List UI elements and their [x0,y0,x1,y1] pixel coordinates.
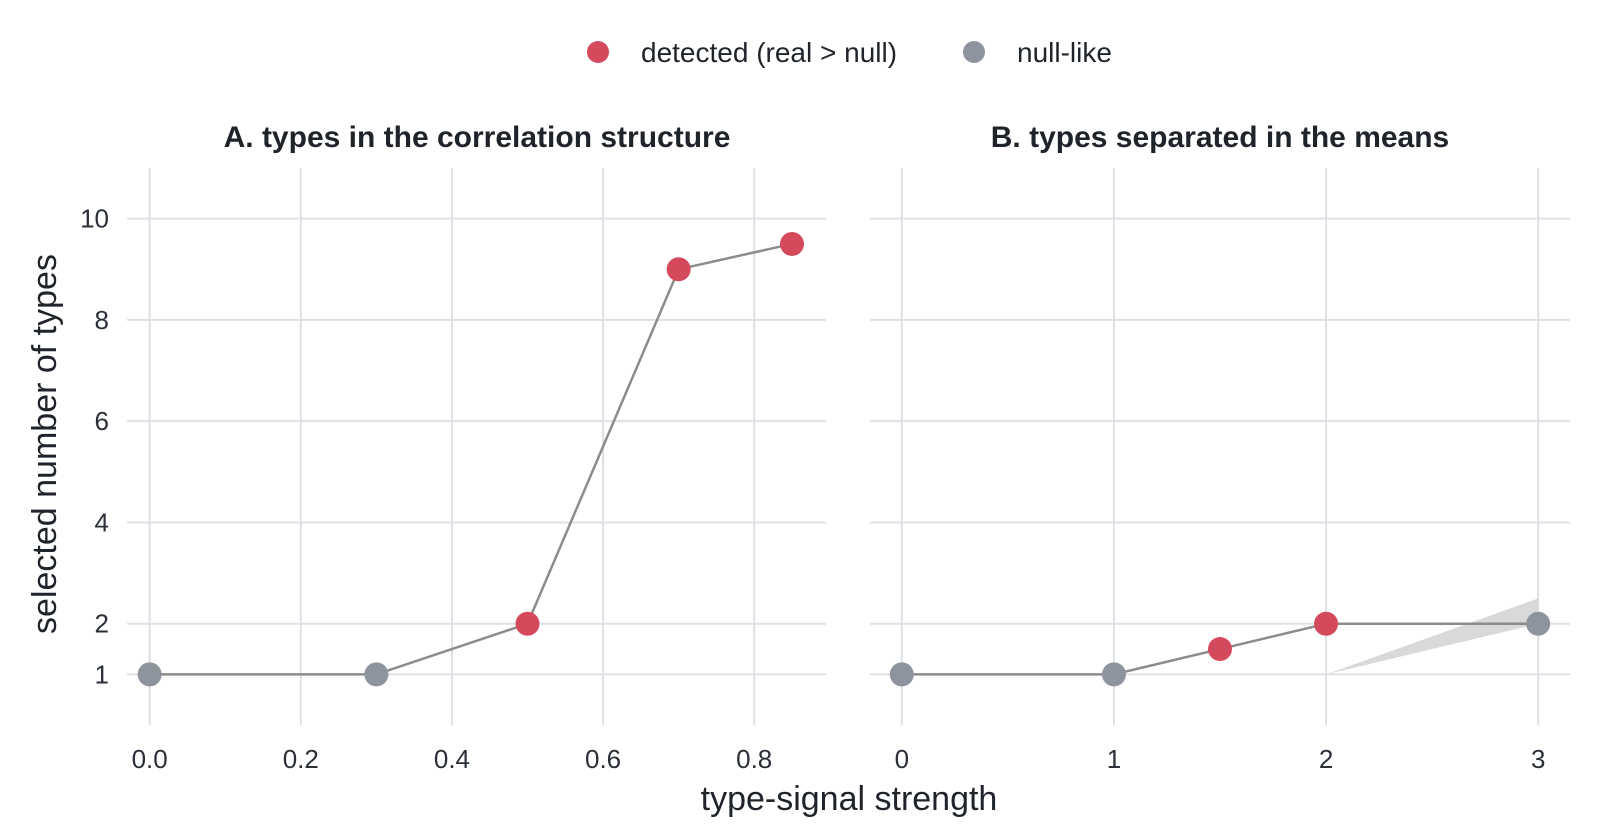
legend-marker-detected [587,41,609,63]
x-tick-label: 0.2 [283,744,319,774]
data-point-detected [1208,637,1232,662]
y-tick-label: 1 [95,659,109,689]
legend-label-detected: detected (real > null) [641,37,897,68]
data-point-null-like [889,662,914,687]
panel-b-title: B. types separated in the means [991,121,1450,154]
data-point-detected [779,231,804,256]
data-point-null-like [364,662,389,687]
x-tick-label: 0.6 [585,744,621,774]
x-axis-title: type-signal strength [701,780,998,818]
legend: detected (real > null) null-like [587,37,1112,68]
y-axis-ticks: 1 2 4 6 8 10 [80,204,109,690]
series-line [149,242,793,676]
y-tick-label: 8 [95,305,109,335]
y-axis-title: selected number of types [26,254,64,634]
x-tick-label: 0 [895,744,909,774]
x-tick-label: 2 [1319,744,1333,774]
x-tick-label: 0.0 [132,744,168,774]
data-point-null-like [137,662,162,687]
y-tick-label: 6 [95,406,109,436]
x-tick-label: 0.4 [434,744,470,774]
y-tick-label: 10 [80,204,109,234]
x-tick-label: 3 [1531,744,1545,774]
x-tick-label: 0.8 [736,744,772,774]
y-tick-label: 4 [95,507,109,537]
panel-a-plot: 0.0 0.2 0.4 0.6 0.8 [127,168,826,774]
data-point-detected [666,257,691,282]
data-point-null-like [1526,611,1551,636]
x-tick-label: 1 [1107,744,1121,774]
data-point-detected [515,611,540,636]
panel-b-plot: 0 1 2 3 [870,168,1570,774]
uncertainty-band [1326,598,1539,675]
panel-a-title: A. types in the correlation structure [224,121,731,154]
y-tick-label: 2 [95,609,109,639]
data-point-null-like [1101,662,1126,687]
legend-marker-null-like [963,41,985,63]
data-point-detected [1314,611,1339,636]
legend-label-null-like: null-like [1017,37,1112,68]
